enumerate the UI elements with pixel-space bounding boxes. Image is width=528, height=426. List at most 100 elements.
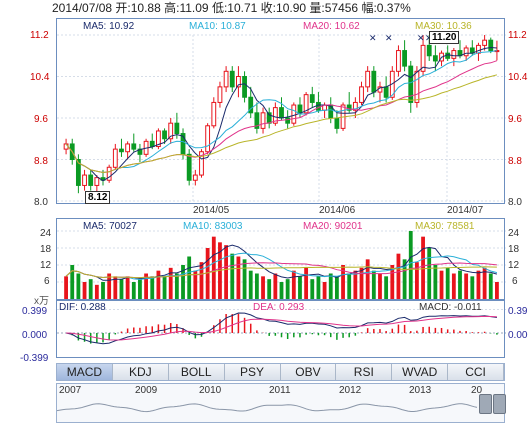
timeline-navigator[interactable]: 2007 2009 2010 2011 2012 2013 20 — [56, 383, 506, 423]
range-handle-right[interactable] — [493, 394, 506, 414]
candle — [346, 104, 352, 111]
candle — [414, 70, 420, 103]
volume-bar — [347, 273, 352, 299]
vol-y-tick: 12 — [40, 260, 52, 271]
vol-y-tick: 18 — [40, 244, 52, 255]
ma30-label: MA30: 10.36 — [415, 21, 472, 32]
volume-bar — [248, 270, 253, 299]
candle — [162, 130, 167, 140]
dif-line — [65, 312, 497, 345]
ma10-label: MA10: 10.87 — [189, 21, 246, 32]
volume-bar — [433, 265, 438, 299]
dea-label: DEA: 0.293 — [253, 302, 305, 313]
ma30-line — [65, 74, 498, 174]
macd-chart[interactable] — [57, 301, 506, 359]
volume-bar — [273, 273, 278, 299]
range-handle-left[interactable] — [479, 394, 492, 414]
volume-bar — [291, 270, 296, 299]
timeline-sparkline — [57, 403, 478, 413]
macd-y-tick: 0.399 — [22, 306, 48, 317]
volume-bar — [285, 279, 290, 299]
high-value: 11.09 — [179, 1, 209, 15]
ma5-line — [65, 46, 497, 182]
candle — [75, 159, 81, 186]
volume-panel[interactable]: MA5: 70027 MA10: 83003 MA20: 90201 MA30:… — [56, 218, 506, 301]
volume-bar — [107, 273, 112, 299]
volume-bar — [64, 276, 68, 299]
star-marker: ✕ — [425, 33, 433, 43]
candle — [432, 55, 438, 62]
price-panel[interactable]: ✕✕✕✕✕ MA5: 10.92 MA10: 10.87 MA20: 10.62… — [56, 18, 506, 216]
volume-chart[interactable] — [57, 219, 506, 301]
candle — [149, 140, 155, 148]
volume-bar — [427, 248, 432, 299]
volume-bar — [119, 279, 124, 299]
volume-bar — [193, 270, 198, 299]
candle — [383, 86, 389, 98]
candle — [463, 47, 469, 57]
x-tick-jun: 2014/06 — [319, 205, 356, 216]
volume-bar — [415, 262, 419, 299]
candle — [420, 44, 426, 72]
dea-line — [66, 315, 497, 341]
volume-bar — [242, 259, 247, 299]
vol-ma5-line — [65, 244, 498, 281]
volume-bar — [113, 276, 118, 299]
tab-cci[interactable]: CCI — [448, 364, 504, 380]
tab-obv[interactable]: OBV — [280, 364, 337, 380]
volume-bar — [138, 279, 142, 299]
volume-bar — [371, 270, 376, 299]
timeline-year: 2009 — [135, 385, 158, 396]
candle — [396, 50, 401, 72]
y-tick-left: 9.6 — [34, 114, 48, 125]
timeline-year: 2010 — [199, 385, 222, 396]
candle — [285, 117, 291, 124]
candle — [279, 107, 284, 119]
volume-bar — [464, 273, 469, 299]
candle — [242, 76, 247, 98]
volume-bar — [334, 276, 339, 299]
candle — [229, 70, 235, 88]
star-marker: ✕ — [417, 33, 425, 43]
candle — [303, 94, 309, 114]
candle — [63, 143, 69, 150]
volume-bar — [76, 273, 81, 299]
candle — [272, 107, 278, 124]
volume-bar — [396, 253, 401, 299]
volume-bar — [316, 276, 321, 299]
volume-bar — [144, 273, 148, 299]
vol-y-tick-right: 18 — [508, 244, 520, 255]
candle — [408, 65, 414, 103]
vol-unit: x万 — [34, 296, 49, 307]
volume-bar — [470, 276, 475, 299]
candle — [488, 39, 494, 52]
tab-wvad[interactable]: WVAD — [392, 364, 449, 380]
candle — [482, 39, 488, 46]
volume-bar — [224, 245, 229, 299]
candle — [402, 50, 408, 67]
volume-bar — [488, 273, 493, 299]
tab-rsi[interactable]: RSI — [336, 364, 393, 380]
vol-ma5-label: MA5: 70027 — [83, 221, 137, 232]
candlestick-chart[interactable]: ✕✕✕✕✕ — [57, 19, 506, 205]
x-tick-may: 2014/05 — [193, 205, 230, 216]
vol-ma30-label: MA30: 78581 — [415, 221, 475, 232]
quote-header: 2014/07/08 开:10.88 高:11.09 低:10.71 收:10.… — [52, 1, 411, 15]
vol-y-tick-right: 6 — [512, 276, 518, 287]
tab-psy[interactable]: PSY — [224, 364, 281, 380]
macd-panel[interactable]: DIF: 0.288 DEA: 0.293 MACD: -0.011 — [56, 300, 506, 359]
volume-bar — [230, 253, 235, 299]
volume-bar — [101, 282, 105, 299]
candle — [112, 148, 118, 168]
tab-boll[interactable]: BOLL — [168, 364, 225, 380]
indicator-tabs: MACD KDJ BOLL PSY OBV RSI WVAD CCI — [56, 363, 505, 381]
volume-bar — [131, 282, 136, 299]
tab-macd[interactable]: MACD — [57, 364, 113, 380]
volume-bar — [495, 282, 499, 299]
volume-bar — [156, 270, 161, 299]
tab-kdj[interactable]: KDJ — [112, 364, 169, 380]
volume-bar — [390, 265, 395, 299]
volume-bar — [341, 265, 345, 299]
candle — [199, 151, 204, 176]
vol-ma10-label: MA10: 83003 — [183, 221, 243, 232]
